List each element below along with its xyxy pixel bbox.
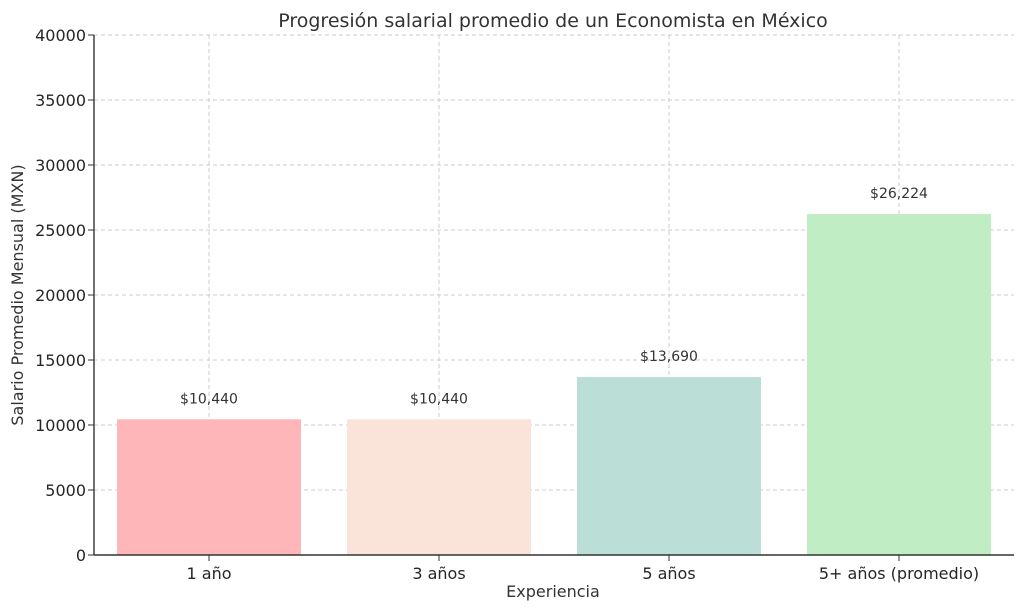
bar bbox=[577, 377, 761, 555]
y-tick-label: 0 bbox=[76, 546, 86, 565]
bar bbox=[347, 419, 531, 555]
x-tick-label: 1 año bbox=[187, 564, 232, 583]
x-tick-label: 5+ años (promedio) bbox=[819, 564, 979, 583]
x-tick-label: 3 años bbox=[412, 564, 465, 583]
y-tick-label: 15000 bbox=[35, 351, 86, 370]
bar-value-label: $26,224 bbox=[870, 186, 928, 202]
chart-title: Progresión salarial promedio de un Econo… bbox=[278, 10, 828, 32]
x-axis-label: Experiencia bbox=[506, 582, 600, 601]
y-tick-label: 35000 bbox=[35, 91, 86, 110]
y-ticks: 0 5000 10000 15000 20000 25000 30000 35000 40000 bbox=[35, 26, 94, 565]
bar-value-label: $10,440 bbox=[180, 391, 238, 407]
x-tick-label: 5 años bbox=[642, 564, 695, 583]
y-tick-label: 25000 bbox=[35, 221, 86, 240]
y-tick-label: 5000 bbox=[45, 481, 86, 500]
y-tick-label: 30000 bbox=[35, 156, 86, 175]
y-tick-label: 40000 bbox=[35, 26, 86, 45]
y-axis-label: Salario Promedio Mensual (MXN) bbox=[8, 164, 27, 425]
bar-value-label: $13,690 bbox=[640, 349, 698, 365]
bar bbox=[807, 214, 991, 555]
bar-value-label: $10,440 bbox=[410, 391, 468, 407]
bar bbox=[117, 419, 301, 555]
x-ticks: 1 año 3 años 5 años 5+ años (promedio) bbox=[187, 555, 979, 583]
data-labels: $10,440 $10,440 $13,690 $26,224 bbox=[180, 186, 928, 407]
bars bbox=[117, 214, 991, 555]
y-tick-label: 10000 bbox=[35, 416, 86, 435]
y-tick-label: 20000 bbox=[35, 286, 86, 305]
